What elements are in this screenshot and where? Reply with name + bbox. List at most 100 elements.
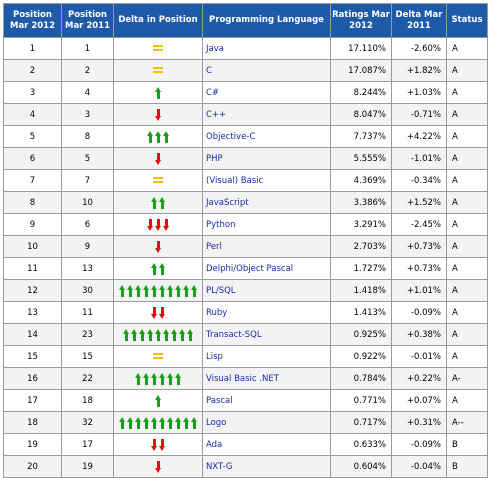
arrow-up-icon — [174, 416, 182, 429]
arrow-down-icon — [162, 218, 170, 231]
status-cell: A — [446, 389, 488, 412]
position-2012-cell: 4 — [3, 103, 62, 126]
arrow-up-icon — [190, 416, 198, 429]
language-link[interactable]: C++ — [202, 103, 331, 126]
language-link[interactable]: C# — [202, 81, 331, 104]
position-2011-cell: 30 — [61, 279, 114, 302]
language-link[interactable]: Ruby — [202, 301, 331, 324]
table-row: 6 5 PHP 5.555% -1.01% A — [3, 147, 488, 170]
language-link[interactable]: Java — [202, 37, 331, 60]
arrow-up-icon — [158, 262, 166, 275]
arrow-up-icon — [178, 328, 186, 341]
arrow-up-icon — [154, 394, 162, 407]
status-cell: A- — [446, 367, 488, 390]
equal-icon — [153, 67, 163, 73]
rating-cell: 1.413% — [330, 301, 392, 324]
position-2011-cell: 22 — [61, 367, 114, 390]
language-link[interactable]: Delphi/Object Pascal — [202, 257, 331, 280]
position-2011-cell: 1 — [61, 37, 114, 60]
arrow-down-icon — [154, 152, 162, 165]
language-link[interactable]: Ada — [202, 433, 331, 456]
rating-cell: 1.727% — [330, 257, 392, 280]
arrow-up-icon — [182, 284, 190, 297]
language-link[interactable]: NXT-G — [202, 455, 331, 478]
arrow-up-icon — [158, 196, 166, 209]
arrow-up-icon — [126, 284, 134, 297]
position-2011-cell: 5 — [61, 147, 114, 170]
language-link[interactable]: Perl — [202, 235, 331, 258]
trend-cell — [113, 345, 203, 368]
arrow-down-icon — [150, 306, 158, 319]
arrow-up-icon — [158, 284, 166, 297]
table-row: 13 11 Ruby 1.413% -0.09% A — [3, 301, 488, 324]
language-link[interactable]: Lisp — [202, 345, 331, 368]
language-link[interactable]: JavaScript — [202, 191, 331, 214]
arrow-down-icon — [146, 218, 154, 231]
position-2012-cell: 13 — [3, 301, 62, 324]
trend-cell — [113, 147, 203, 170]
table-row: 11 13 Delphi/Object Pascal 1.727% +0.73% A — [3, 257, 488, 280]
position-2012-cell: 1 — [3, 37, 62, 60]
arrow-up-icon — [162, 130, 170, 143]
language-link[interactable]: Visual Basic .NET — [202, 367, 331, 390]
trend-cell — [113, 169, 203, 192]
position-2012-cell: 5 — [3, 125, 62, 148]
arrow-up-icon — [170, 328, 178, 341]
language-link[interactable]: (Visual) Basic — [202, 169, 331, 192]
delta-cell: +1.82% — [391, 59, 447, 82]
rating-cell: 0.784% — [330, 367, 392, 390]
trend-cell — [113, 389, 203, 412]
rating-cell: 8.047% — [330, 103, 392, 126]
delta-cell: +0.73% — [391, 257, 447, 280]
position-2012-cell: 8 — [3, 191, 62, 214]
rating-cell: 0.604% — [330, 455, 392, 478]
trend-cell — [113, 279, 203, 302]
trend-cell — [113, 433, 203, 456]
position-2012-cell: 9 — [3, 213, 62, 236]
table-row: 15 15 Lisp 0.922% -0.01% A — [3, 345, 488, 368]
language-link[interactable]: Logo — [202, 411, 331, 434]
trend-cell — [113, 213, 203, 236]
language-link[interactable]: Transact-SQL — [202, 323, 331, 346]
arrow-down-icon — [154, 240, 162, 253]
table-row: 4 3 C++ 8.047% -0.71% A — [3, 103, 488, 126]
arrow-up-icon — [154, 328, 162, 341]
language-link[interactable]: PL/SQL — [202, 279, 331, 302]
arrow-down-icon — [150, 438, 158, 451]
position-2012-cell: 3 — [3, 81, 62, 104]
rating-cell: 2.703% — [330, 235, 392, 258]
status-cell: A — [446, 147, 488, 170]
arrow-up-icon — [134, 372, 142, 385]
language-link[interactable]: PHP — [202, 147, 331, 170]
language-link[interactable]: C — [202, 59, 331, 82]
arrow-up-icon — [186, 328, 194, 341]
language-link[interactable]: Objective-C — [202, 125, 331, 148]
position-2011-cell: 6 — [61, 213, 114, 236]
table-row: 20 19 NXT-G 0.604% -0.04% B — [3, 455, 488, 478]
delta-cell: +1.01% — [391, 279, 447, 302]
header-row: Position Mar 2012 Position Mar 2011 Delt… — [3, 3, 488, 38]
trend-cell — [113, 37, 203, 60]
position-2012-cell: 20 — [3, 455, 62, 478]
equal-icon — [153, 353, 163, 359]
rating-cell: 5.555% — [330, 147, 392, 170]
language-link[interactable]: Pascal — [202, 389, 331, 412]
language-link[interactable]: Python — [202, 213, 331, 236]
delta-cell: -0.01% — [391, 345, 447, 368]
status-cell: B — [446, 455, 488, 478]
position-2012-cell: 10 — [3, 235, 62, 258]
position-2011-cell: 3 — [61, 103, 114, 126]
table-row: 10 9 Perl 2.703% +0.73% A — [3, 235, 488, 258]
position-2011-cell: 10 — [61, 191, 114, 214]
status-cell: A — [446, 213, 488, 236]
arrow-up-icon — [174, 372, 182, 385]
arrow-up-icon — [150, 416, 158, 429]
arrow-up-icon — [154, 130, 162, 143]
position-2012-cell: 7 — [3, 169, 62, 192]
status-cell: A — [446, 37, 488, 60]
trend-cell — [113, 411, 203, 434]
delta-cell: +0.31% — [391, 411, 447, 434]
arrow-up-icon — [190, 284, 198, 297]
language-ranking-table: Position Mar 2012 Position Mar 2011 Delt… — [3, 3, 488, 478]
rating-cell: 0.771% — [330, 389, 392, 412]
